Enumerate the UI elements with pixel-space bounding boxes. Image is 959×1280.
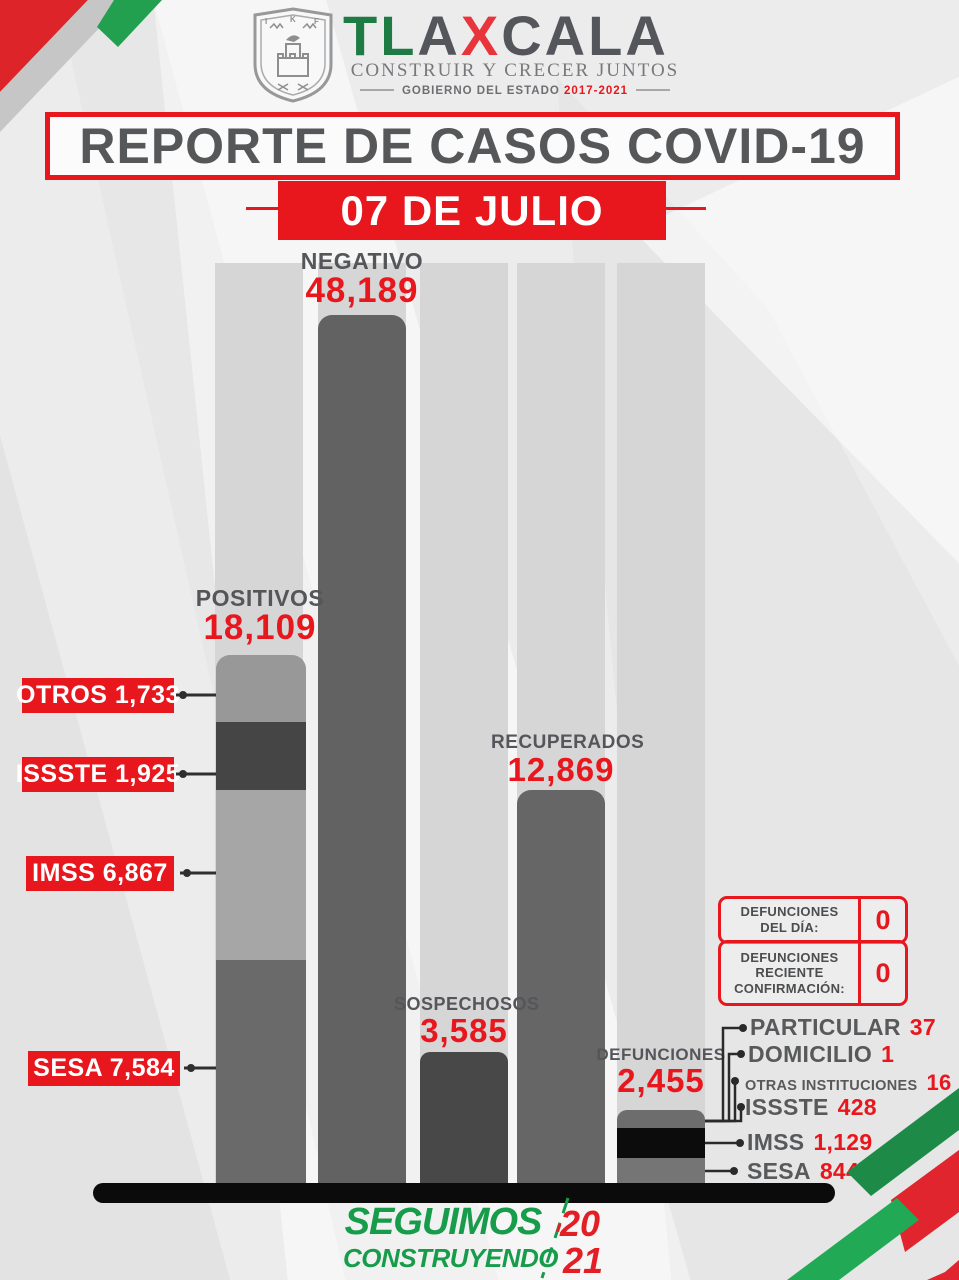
- row-value: 16: [926, 1070, 952, 1095]
- wordmark-segment: TL: [343, 4, 418, 67]
- breakdown-row-domicilio: DOMICILIO 1: [748, 1041, 894, 1068]
- bar-segment-defunciones-imss: [617, 1128, 705, 1158]
- stat-box-label-line: RECIENTE: [755, 965, 824, 981]
- footer-year-bottom: 21: [563, 1240, 604, 1280]
- report-title-banner: REPORTE DE CASOS COVID-19: [45, 112, 900, 180]
- row-value: 1,129: [813, 1129, 873, 1155]
- value-label: 2,455: [617, 1061, 705, 1099]
- row-value: 37: [909, 1014, 936, 1040]
- bar-positivos: [216, 655, 306, 1183]
- bar-segment-defunciones-top: [617, 1110, 705, 1128]
- bar-label-positivos: POSITIVOS 18,109: [190, 586, 330, 647]
- stat-box-defunciones-reciente: DEFUNCIONES RECIENTE CONFIRMACIÓN: 0: [718, 940, 908, 1006]
- chart-baseline: [93, 1183, 835, 1203]
- wordmark-segment: X: [460, 4, 502, 67]
- bar-label-defunciones: DEFUNCIONES 2,455: [591, 1046, 731, 1098]
- bar-segment-issste: [216, 722, 306, 790]
- callout-imss: IMSS 6,867: [26, 856, 174, 891]
- gov-years: 2017-2021: [564, 85, 629, 97]
- bar-segment-imss: [216, 790, 306, 960]
- footer-year-top: 20: [560, 1203, 601, 1244]
- row-value: 1: [881, 1041, 895, 1067]
- row-label: IMSS: [747, 1129, 805, 1155]
- brand-government-line: GOBIERNO DEL ESTADO 2017-2021: [340, 85, 690, 97]
- row-label: ISSSTE: [745, 1094, 829, 1120]
- breakdown-row-sesa: SESA 844: [747, 1158, 859, 1185]
- stat-box-value: 0: [875, 904, 891, 935]
- bar-recuperados: [517, 790, 605, 1183]
- stat-box-label: DEFUNCIONES DEL DÍA:: [721, 899, 858, 941]
- stat-box-value: 0: [875, 957, 891, 988]
- breakdown-row-particular: PARTICULAR 37: [750, 1014, 936, 1041]
- bar-segment-defunciones-sesa: [617, 1158, 705, 1183]
- svg-text:I: I: [265, 17, 267, 26]
- decor-dash: [359, 88, 394, 91]
- footer-slogan: SEGUIMOS CONSTRUYENDO: [343, 1201, 559, 1273]
- callout-otros: OTROS 1,733: [16, 678, 179, 713]
- bar-label-negativo: NEGATIVO 48,189: [292, 249, 432, 310]
- bar-sospechosos: [420, 1052, 508, 1183]
- row-label: DOMICILIO: [748, 1041, 873, 1067]
- stat-box-label: DEFUNCIONES RECIENTE CONFIRMACIÓN:: [721, 943, 858, 1003]
- stat-box-label-line: DEFUNCIONES: [740, 904, 839, 920]
- value-label: 3,585: [420, 1011, 508, 1049]
- wordmark-segment: A: [417, 4, 461, 67]
- bar-negativo: [318, 315, 406, 1183]
- bar-track-sospechosos: [420, 263, 508, 1183]
- svg-text:K: K: [290, 15, 296, 24]
- bar-defunciones: [617, 1110, 705, 1183]
- brand-wordmark: TLAXCALA: [343, 8, 669, 64]
- stat-box-label-line: DEL DÍA:: [760, 920, 819, 935]
- wordmark-segment: CALA: [501, 4, 669, 67]
- category-label: RECUPERADOS: [491, 732, 645, 753]
- category-label: SOSPECHOSOS: [394, 994, 540, 1014]
- stat-box-defunciones-del-dia: DEFUNCIONES DEL DÍA: 0: [718, 896, 908, 944]
- category-label: POSITIVOS: [195, 585, 325, 611]
- bar-track-defunciones: [617, 263, 705, 1183]
- breakdown-row-otras-instituciones: OTRAS INSTITUCIONES 16: [745, 1070, 952, 1096]
- row-label: SESA: [747, 1158, 811, 1184]
- value-label: 18,109: [203, 608, 317, 648]
- slogan-line1: SEGUIMOS: [344, 1201, 543, 1243]
- decor-divider: [858, 943, 861, 1003]
- row-value: 844: [819, 1158, 860, 1184]
- value-label: 12,869: [507, 750, 615, 788]
- report-date-banner: 07 DE JULIO: [278, 181, 666, 240]
- callout-issste: ISSSTE 1,925: [16, 757, 180, 792]
- breakdown-row-issste: ISSSTE 428: [745, 1094, 877, 1121]
- row-label: PARTICULAR: [750, 1014, 901, 1040]
- tlaxcala-shield-icon: I K F: [253, 7, 333, 103]
- gov-prefix: GOBIERNO DEL ESTADO: [401, 85, 560, 97]
- decor-dash: [636, 88, 671, 91]
- stat-box-label-line: DEFUNCIONES: [740, 949, 839, 965]
- bar-segment-otros: [216, 655, 306, 722]
- value-label: 48,189: [305, 271, 419, 311]
- stat-box-label-line: CONFIRMACIÓN:: [734, 980, 845, 996]
- category-label: DEFUNCIONES: [596, 1045, 726, 1064]
- brand-tagline: CONSTRUIR Y CRECER JUNTOS: [350, 60, 680, 81]
- bar-label-recuperados: RECUPERADOS 12,869: [491, 732, 645, 788]
- svg-text:F: F: [314, 17, 319, 26]
- category-label: NEGATIVO: [300, 248, 424, 274]
- breakdown-row-imss: IMSS 1,129: [747, 1129, 873, 1156]
- callout-sesa: SESA 7,584: [28, 1051, 180, 1086]
- row-value: 428: [837, 1094, 877, 1120]
- slogan-line2: CONSTRUYENDO: [343, 1243, 559, 1273]
- bar-label-sospechosos: SOSPECHOSOS 3,585: [394, 994, 540, 1049]
- decor-divider: [858, 899, 861, 941]
- bar-segment-sesa: [216, 960, 306, 1183]
- row-label: OTRAS INSTITUCIONES: [745, 1078, 918, 1094]
